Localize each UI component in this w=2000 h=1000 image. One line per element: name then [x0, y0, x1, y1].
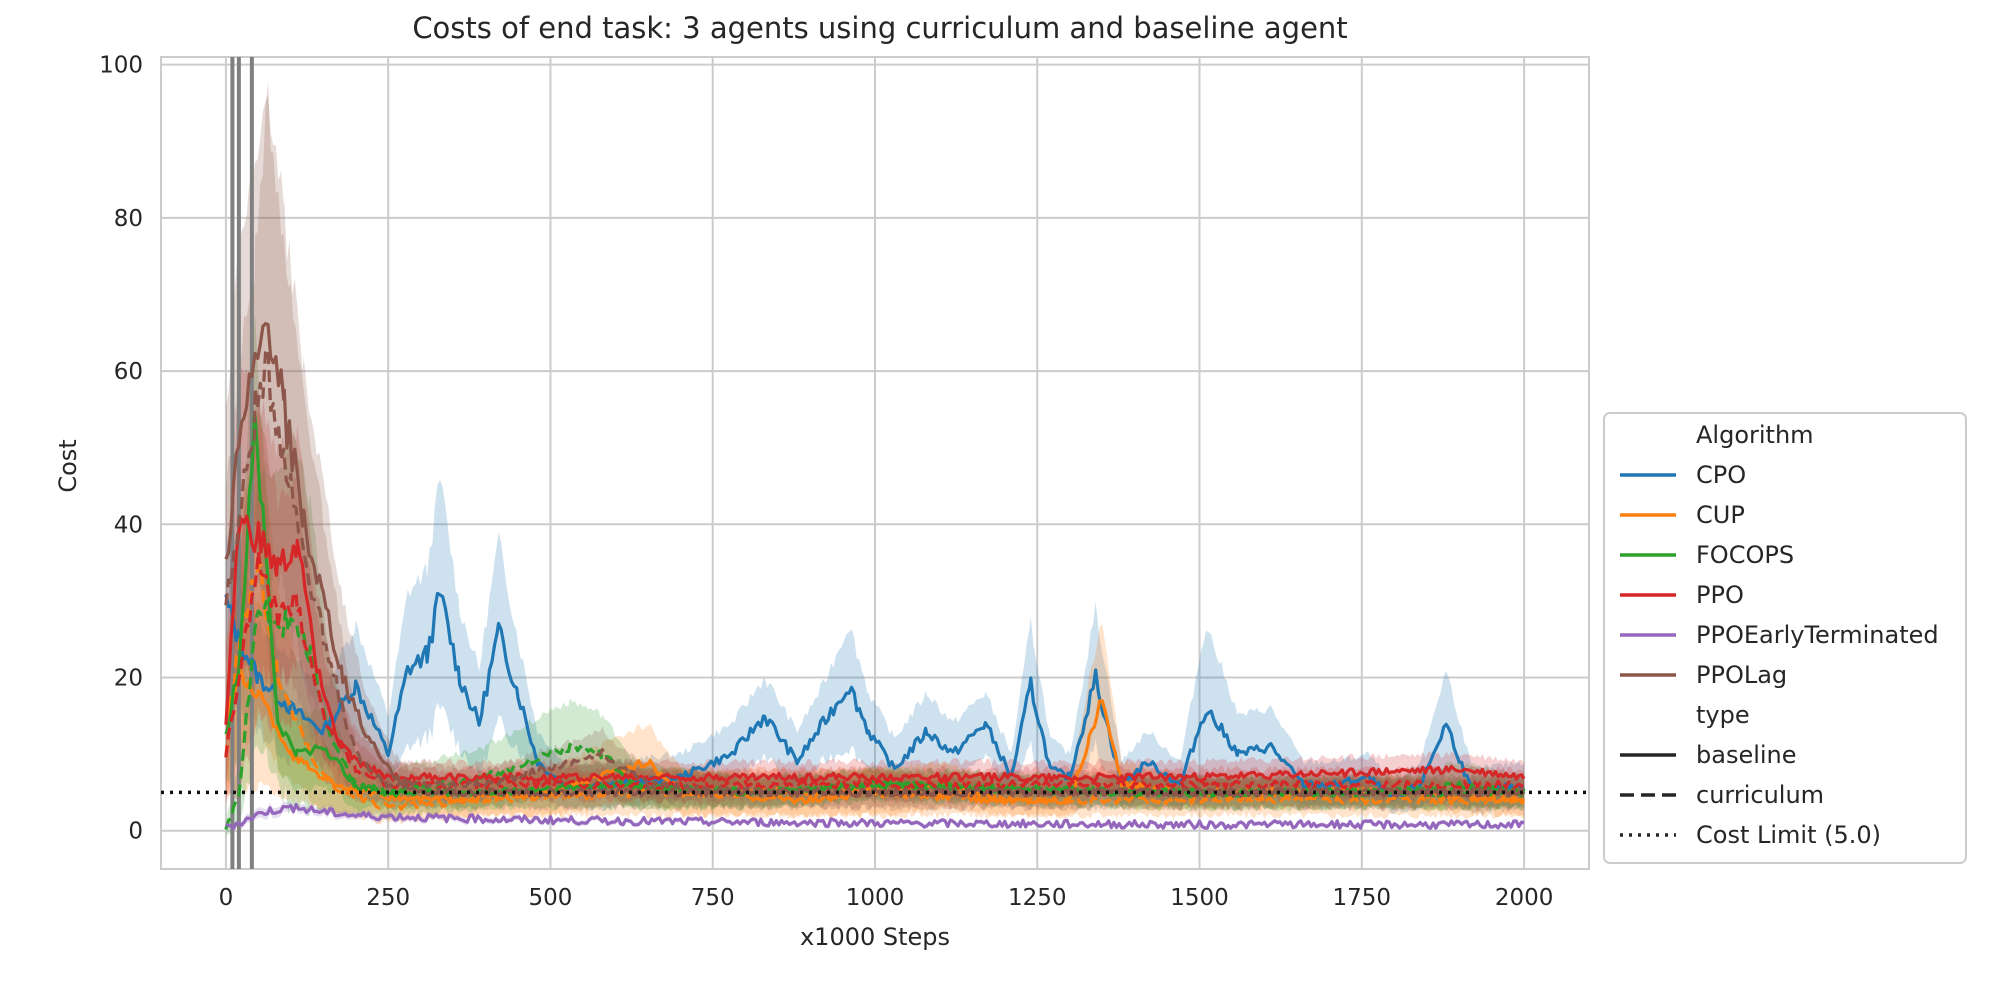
legend-label-ppoearlyterminated: PPOEarlyTerminated — [1696, 621, 1939, 649]
line-ppoearlyterminated-baseline — [225, 802, 1525, 830]
x-axis-label: x1000 Steps — [800, 923, 950, 951]
legend-label-cup: CUP — [1696, 501, 1745, 529]
x-tick-label: 2000 — [1495, 885, 1554, 911]
legend-header-algorithm: Algorithm — [1696, 421, 1814, 449]
line-ppo-curriculum — [224, 550, 1526, 791]
band-ppolag-baseline — [225, 94, 1525, 812]
legend: Algorithm CPO CUP FOCOPS PPO PPOEarlyTerminat… — [1603, 412, 1967, 864]
band-ppo-curriculum — [225, 398, 1525, 804]
y-tick-label: 100 — [99, 53, 143, 79]
legend-label-ppo: PPO — [1696, 581, 1744, 609]
y-axis-label: Cost — [54, 439, 82, 492]
chart-title: Costs of end task: 3 agents using curric… — [412, 11, 1347, 45]
band-ppolag-curriculum — [225, 81, 1525, 812]
x-tick-label: 250 — [366, 885, 410, 911]
line-cpo-baseline — [224, 591, 1525, 801]
y-tick-label: 40 — [114, 512, 143, 538]
tick-labels: 0 250 500 750 1000 1250 1500 1750 2000 0 20 40 60 80 1… — [99, 53, 1553, 911]
series-lines — [224, 322, 1526, 830]
y-tick-label: 20 — [114, 665, 143, 691]
y-tick-label: 60 — [114, 359, 143, 385]
line-ppolag-curriculum — [224, 347, 1526, 798]
legend-label-cpo: CPO — [1696, 461, 1746, 489]
x-tick-label: 1250 — [1008, 885, 1067, 911]
band-ppo-baseline — [225, 367, 1525, 797]
x-tick-label: 1500 — [1170, 885, 1229, 911]
x-tick-label: 1750 — [1333, 885, 1392, 911]
legend-label-focops: FOCOPS — [1696, 541, 1794, 569]
y-tick-label: 0 — [128, 819, 143, 845]
x-tick-label: 500 — [529, 885, 573, 911]
x-tick-label: 750 — [691, 885, 735, 911]
legend-label-type: Cost Limit (5.0) — [1696, 821, 1881, 849]
legend-header-type: type — [1696, 701, 1750, 729]
legend-label-type: baseline — [1696, 741, 1797, 769]
x-tick-label: 1000 — [846, 885, 905, 911]
band-focops-curriculum — [225, 427, 1525, 838]
legend-box — [1603, 412, 1967, 864]
x-tick-label: 0 — [219, 885, 234, 911]
legend-label-ppolag: PPOLag — [1696, 661, 1787, 689]
y-tick-label: 80 — [114, 206, 143, 232]
legend-label-type: curriculum — [1696, 781, 1824, 809]
